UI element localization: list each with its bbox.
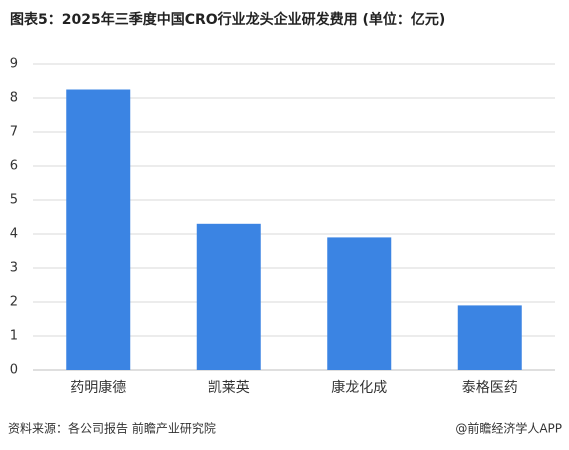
- credit: @前瞻经济学人APP: [455, 421, 562, 436]
- bar: [327, 237, 392, 370]
- y-tick-label: 3: [10, 261, 18, 276]
- bar: [457, 305, 522, 370]
- x-tick-label: 康龙化成: [331, 379, 387, 396]
- bar: [66, 89, 131, 370]
- y-tick-label: 4: [10, 227, 18, 242]
- x-tick-label: 药明康德: [70, 379, 126, 396]
- x-tick-label: 凯莱英: [208, 379, 250, 396]
- y-tick-label: 9: [10, 57, 18, 72]
- y-tick-label: 6: [10, 159, 18, 174]
- y-tick-label: 5: [10, 193, 18, 208]
- x-tick-label: 泰格医药: [462, 380, 518, 396]
- y-tick-label: 2: [10, 295, 18, 310]
- source-note: 资料来源：各公司报告 前瞻产业研究院: [8, 421, 216, 436]
- y-tick-label: 0: [10, 363, 18, 378]
- y-tick-label: 1: [10, 329, 18, 344]
- chart-title: 图表5：2025年三季度中国CRO行业龙头企业研发费用 (单位：亿元): [10, 11, 445, 28]
- y-tick-label: 8: [10, 91, 18, 106]
- y-tick-label: 7: [10, 125, 18, 140]
- bar: [196, 223, 261, 370]
